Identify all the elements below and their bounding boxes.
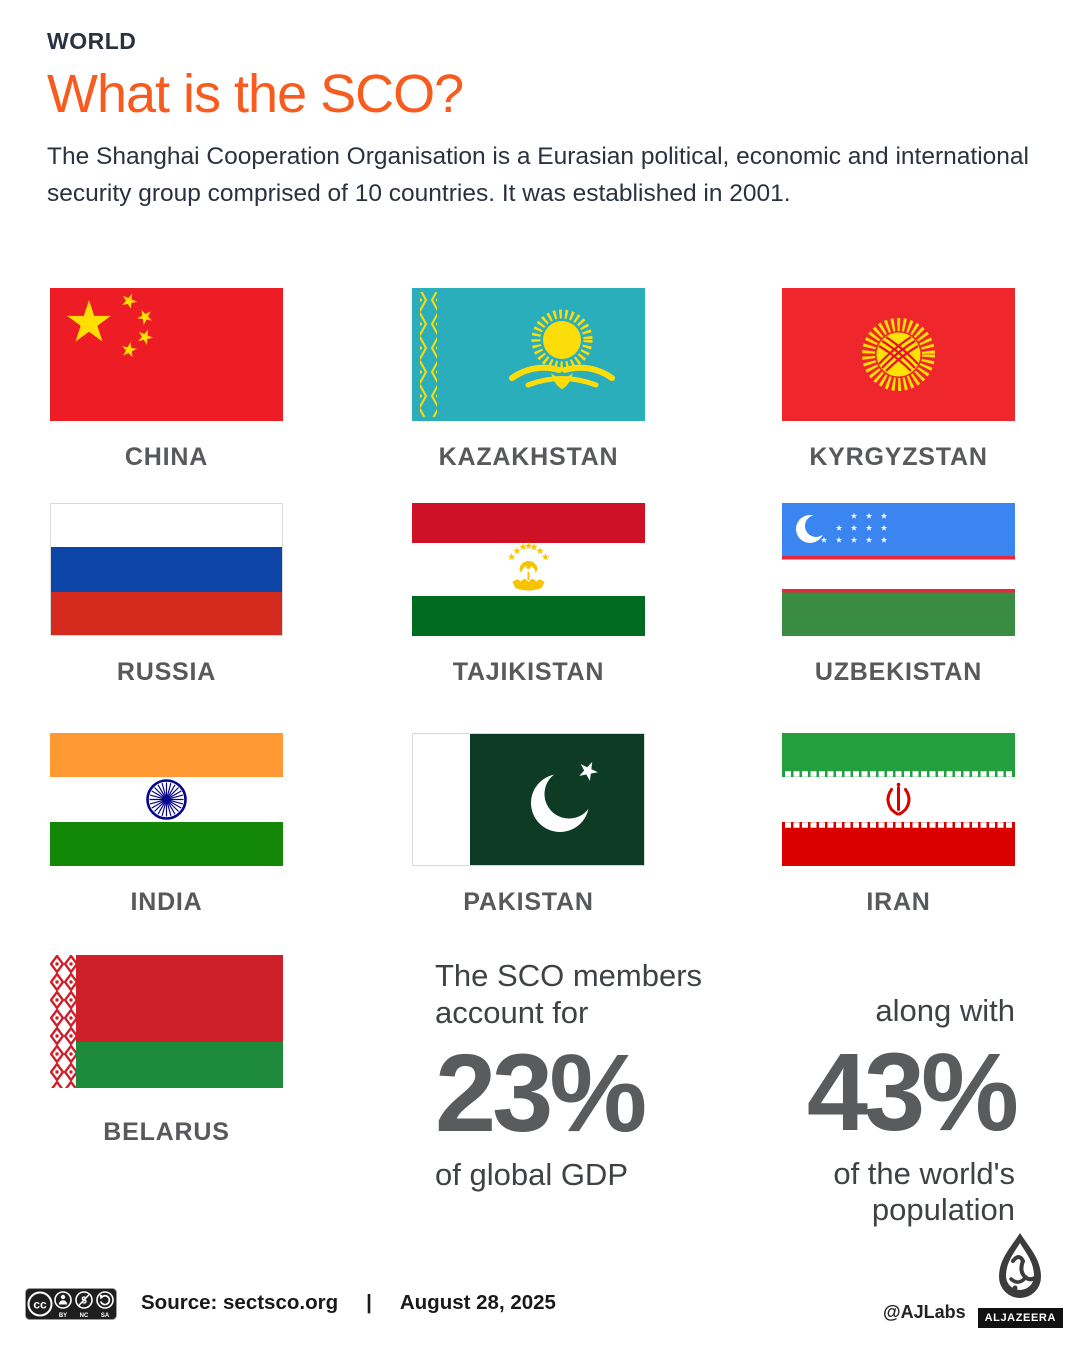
kazakhstan-flag-icon <box>412 288 645 421</box>
flag-cell-kyrgyzstan: KYRGYZSTAN <box>782 288 1015 472</box>
credit-handle: @AJLabs <box>883 1302 966 1322</box>
tunduk-icon <box>878 336 919 372</box>
svg-text:NC: NC <box>80 1313 89 1319</box>
stat-gdp-value: 23% <box>435 1032 647 1156</box>
svg-text:$: $ <box>81 1296 87 1307</box>
flag-label: PAKISTAN <box>463 888 594 916</box>
russia-flag-icon <box>50 503 283 636</box>
stat-population-intro: along with <box>875 993 1015 1028</box>
cc-license-badge-icon: cc BY $ NC SA <box>25 1288 117 1320</box>
flag-cell-pakistan: PAKISTAN <box>412 733 645 917</box>
stat-gdp: The SCO members account for 23% of globa… <box>435 958 702 1194</box>
cc-sa-icon: SA <box>96 1291 114 1319</box>
stat-gdp-intro-line1: The SCO members <box>435 958 703 993</box>
pakistan-flag-icon <box>412 733 645 866</box>
source-label: Source: sectsco.org <box>141 1291 339 1314</box>
flag-label: RUSSIA <box>116 658 217 686</box>
tajikistan-flag-icon <box>412 503 645 636</box>
uzbekistan-flag-icon <box>782 503 1015 636</box>
flag-cell-china: CHINA <box>50 288 283 472</box>
flag-cell-uzbekistan: UZBEKISTAN <box>782 503 1015 687</box>
stat-population-caption-line1: of the world's <box>833 1155 1015 1191</box>
flag-cell-india: INDIA <box>50 733 283 917</box>
flag-label: INDIA <box>130 888 203 916</box>
flag-label: KAZAKHSTAN <box>438 443 619 471</box>
iran-emblem-icon <box>886 782 911 816</box>
date-label: August 28, 2025 <box>399 1291 556 1314</box>
flag-label: CHINA <box>124 443 209 471</box>
belarus-ornament-band <box>50 955 76 1088</box>
aljazeera-wordmark: ALJAZEERA <box>977 1308 1063 1328</box>
flag-label: TAJIKISTAN <box>452 658 605 686</box>
stat-gdp-caption: of global GDP <box>435 1157 628 1193</box>
cc-glyph: cc <box>33 1298 47 1312</box>
china-flag-icon <box>50 288 283 421</box>
belarus-flag-icon <box>50 955 283 1088</box>
aljazeera-logo: ALJAZEERA <box>977 1231 1063 1328</box>
flag-label: UZBEKISTAN <box>814 658 983 686</box>
svg-text:SA: SA <box>101 1313 110 1319</box>
india-flag-icon <box>50 733 283 866</box>
separator: | <box>366 1291 372 1314</box>
flag-cell-russia: RUSSIA <box>50 503 283 687</box>
svg-text:BY: BY <box>59 1313 67 1319</box>
header: WORLD What is the SCO? The Shanghai Coop… <box>47 28 1057 213</box>
flag-label: BELARUS <box>103 1118 230 1146</box>
flag-cell-tajikistan: TAJIKISTAN <box>412 503 645 687</box>
flag-label: IRAN <box>866 888 931 916</box>
ashoka-chakra-icon <box>146 779 187 820</box>
footer: cc BY $ NC SA Source: sectsco.org <box>25 1288 556 1320</box>
iran-flag-icon <box>782 733 1015 866</box>
flag-cell-belarus: BELARUS <box>50 955 283 1147</box>
section-kicker: WORLD <box>47 28 137 54</box>
flag-cell-iran: IRAN <box>782 733 1015 917</box>
flag-label: KYRGYZSTAN <box>809 443 988 471</box>
stat-population: along with 43% of the world's population <box>806 993 1019 1229</box>
kyrgyzstan-flag-icon <box>782 288 1015 421</box>
stat-gdp-intro-line2: account for <box>435 994 589 1030</box>
brand-block: @AJLabs ALJAZEERA <box>883 1231 1063 1328</box>
page-title: What is the SCO? <box>47 64 464 124</box>
page-description: The Shanghai Cooperation Organisation is… <box>47 143 1029 207</box>
tajik-crown-icon <box>512 561 545 591</box>
cc-by-icon: BY <box>54 1291 72 1319</box>
flag-cell-kazakhstan: KAZAKHSTAN <box>412 288 645 472</box>
cc-nc-icon: $ NC <box>75 1291 93 1319</box>
aljazeera-flame-icon <box>999 1233 1042 1298</box>
stat-population-value: 43% <box>806 1030 1019 1154</box>
stat-population-caption-line2: population <box>871 1192 1015 1228</box>
